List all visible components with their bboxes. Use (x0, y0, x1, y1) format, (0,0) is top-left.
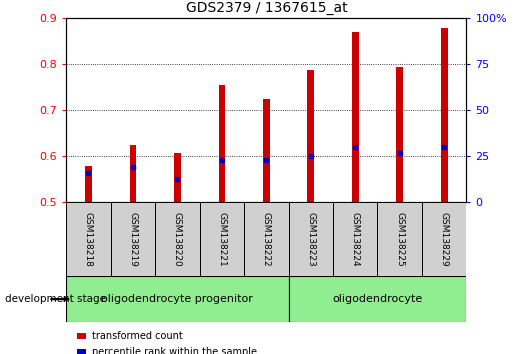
Bar (66, 202, 111, 276)
Text: GSM138219: GSM138219 (128, 211, 137, 267)
Title: GDS2379 / 1367615_at: GDS2379 / 1367615_at (186, 1, 347, 15)
Bar (263, 99, 270, 202)
Bar (244, 202, 288, 276)
Text: GSM138223: GSM138223 (306, 212, 315, 266)
Text: GSM138221: GSM138221 (217, 212, 226, 266)
Text: GSM138218: GSM138218 (84, 211, 93, 267)
Bar (218, 85, 225, 202)
Text: GSM138220: GSM138220 (173, 212, 182, 266)
Text: GSM138222: GSM138222 (262, 212, 271, 266)
Bar (441, 28, 447, 202)
Bar (377, 202, 422, 276)
Text: development stage: development stage (5, 294, 107, 304)
Bar (288, 276, 466, 322)
Bar (307, 70, 314, 202)
Text: oligodendrocyte: oligodendrocyte (332, 294, 422, 304)
Bar (422, 202, 466, 276)
Bar (155, 202, 200, 276)
Bar (352, 33, 359, 202)
Bar (333, 202, 377, 276)
Text: percentile rank within the sample: percentile rank within the sample (92, 347, 257, 354)
Bar (288, 202, 333, 276)
Bar (111, 202, 155, 276)
Bar (66, 276, 288, 322)
Bar (85, 166, 92, 202)
Bar (174, 154, 181, 202)
Bar (130, 145, 136, 202)
Text: GSM138224: GSM138224 (351, 212, 360, 266)
Bar (396, 67, 403, 202)
Text: transformed count: transformed count (92, 331, 182, 341)
Text: GSM138225: GSM138225 (395, 212, 404, 266)
Bar (200, 202, 244, 276)
Text: oligodendrocyte progenitor: oligodendrocyte progenitor (101, 294, 253, 304)
Text: GSM138229: GSM138229 (440, 212, 449, 266)
